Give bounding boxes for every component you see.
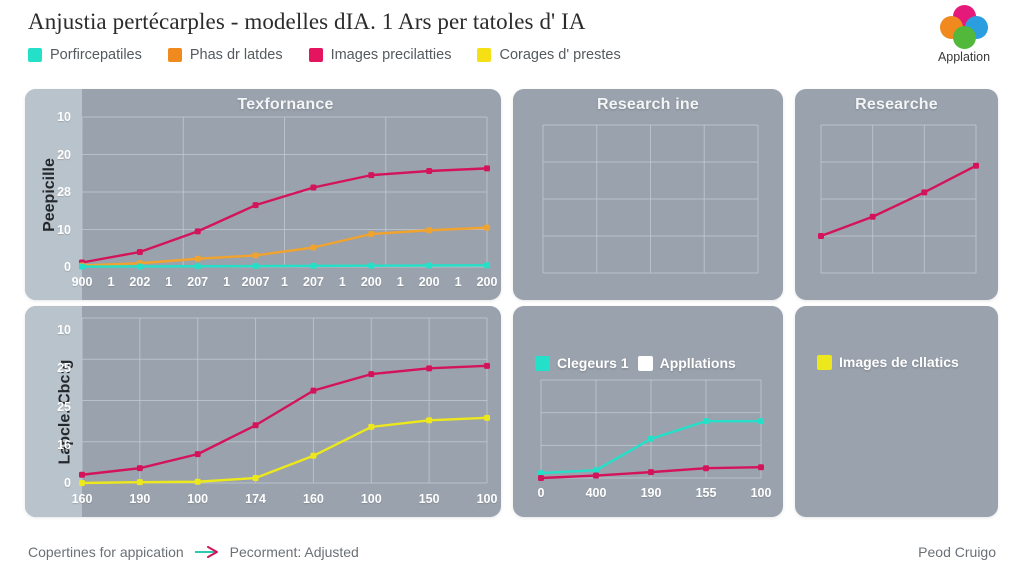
x-tick-label: 1	[165, 275, 173, 289]
x-tick-label: 1	[338, 275, 346, 289]
footer-status: Pecorment: Adjusted	[229, 544, 359, 560]
legend-item-0[interactable]: Porfircepatiles	[28, 47, 142, 63]
x-tick-label: 0	[537, 486, 545, 500]
x-tick-label: 150	[418, 492, 440, 506]
plot-area-4	[79, 317, 490, 486]
brand-name: Applation	[937, 50, 991, 64]
chart-panel-research-ine[interactable]: Research ine	[513, 89, 783, 300]
plot-area-5	[538, 379, 764, 481]
y-tick-label: 20	[57, 147, 71, 162]
x-tick-label: 155	[695, 486, 717, 500]
footer-left-group: Copertines for appication Pecorment: Adj…	[28, 544, 359, 560]
plot-area-1	[79, 116, 490, 270]
x-tick-label: 1	[454, 275, 462, 289]
y-tick-label: 25	[57, 399, 71, 414]
panel-title-3: Researche	[855, 96, 938, 113]
legend-label-3: Corages d' prestes	[499, 47, 621, 63]
legend-item-1[interactable]: Phas dr latdes	[167, 47, 283, 63]
legend-item-clegeurs[interactable]: Clegeurs 1	[535, 355, 629, 371]
x-tick-label: 100	[750, 486, 772, 500]
legend-swatch-icon-3	[477, 48, 492, 62]
legend-swatch-icon-clegeurs	[535, 355, 550, 371]
legend-swatch-icon-appllations	[637, 355, 653, 371]
legend-label-appllations: Appllations	[659, 355, 736, 371]
y-tick-label: 28	[57, 185, 71, 199]
y-tick-label: 10	[57, 323, 71, 337]
header: Anjustia pertécarples - modelles dIA. 1 …	[0, 0, 1024, 84]
y-tick-label: 25	[57, 361, 71, 376]
legend-label-0: Porfircepatiles	[50, 47, 142, 63]
x-tick-label: 100	[476, 492, 498, 506]
chart-panel-images-de-cllatics[interactable]: Images de cllatics	[795, 306, 998, 517]
x-tick-label: 2007	[241, 275, 270, 289]
legend-label-1: Phas dr latdes	[189, 47, 283, 63]
panel-5-legend: Clegeurs 1 Appllations	[535, 355, 736, 371]
x-tick-label: 200	[418, 275, 440, 289]
x-tick-label: 160	[302, 492, 324, 506]
brand-logo[interactable]: Applation	[922, 5, 1006, 64]
y-tick-label: 10	[57, 222, 71, 237]
x-tick-label: 200	[476, 275, 498, 289]
x-tick-label: 190	[129, 492, 151, 506]
panel-title-2: Research ine	[596, 96, 699, 113]
y-axis-ticks-4: 10 25 25 16 0	[37, 306, 71, 517]
legend-swatch-icon-1	[167, 48, 182, 62]
x-tick-label: 100	[360, 492, 382, 506]
footer: Copertines for appication Pecorment: Adj…	[0, 534, 1024, 576]
plot-area-2	[542, 124, 759, 274]
legend-item-images-de-cllatics[interactable]: Images de cllatics	[817, 354, 959, 370]
y-axis-ticks-1: 10 20 28 10 0	[37, 89, 71, 300]
x-tick-label: 207	[302, 275, 324, 289]
x-tick-label: 1	[281, 275, 288, 289]
axis-gutter	[25, 306, 82, 517]
chart-panel-researche[interactable]: Researche	[795, 89, 998, 300]
chart-panel-texfornance[interactable]: Texfornance Peepicille 10 20 28 10 0 900 1 202…	[25, 89, 501, 300]
x-tick-label: 1	[396, 275, 404, 289]
axis-gutter	[25, 89, 82, 300]
x-tick-label: 1	[107, 275, 115, 289]
legend-swatch-icon-0	[28, 48, 42, 62]
y-tick-label: 16	[57, 437, 71, 452]
legend-label-2: Images precilatties	[330, 47, 452, 63]
footer-attribution: Peod Cruigo	[918, 544, 996, 560]
x-tick-label: 1	[223, 275, 231, 289]
footer-caption: Copertines for appication	[28, 544, 184, 560]
y-tick-label: 10	[57, 110, 71, 124]
arrow-right-icon	[194, 546, 218, 558]
y-tick-label: 0	[64, 260, 71, 274]
plot-area-3	[818, 124, 979, 274]
legend-swatch-icon-images-de-cllatics	[817, 354, 832, 370]
x-tick-label: 200	[360, 275, 382, 289]
x-tick-label: 160	[71, 492, 93, 506]
page-title: Anjustia pertécarples - modelles dIA. 1 …	[28, 9, 586, 34]
panel-6-legend: Images de cllatics	[817, 354, 959, 370]
legend-item-2[interactable]: Images precilatties	[308, 47, 452, 63]
chart-panel-lapcle[interactable]: Lapcle. Cbc:g 10 25 25 16 0 160 190 100 174 160 1…	[25, 306, 501, 517]
panel-title-1: Texfornance	[237, 96, 334, 113]
legend-label-clegeurs: Clegeurs 1	[557, 355, 629, 371]
y-tick-label: 0	[64, 476, 71, 490]
flower-logo-icon	[937, 5, 991, 49]
x-tick-label: 202	[129, 275, 151, 289]
legend-label-images-de-cllatics: Images de cllatics	[839, 354, 959, 370]
legend-item-3[interactable]: Corages d' prestes	[477, 47, 621, 63]
x-tick-label: 190	[640, 486, 662, 500]
x-tick-label: 174	[245, 492, 266, 506]
x-tick-label: 100	[187, 492, 209, 506]
x-tick-label: 900	[71, 275, 93, 289]
legend-item-appllations[interactable]: Appllations	[637, 355, 736, 371]
legend-swatch-icon-2	[308, 48, 323, 62]
x-tick-label: 207	[187, 275, 209, 289]
main-legend: Porfircepatiles Phas dr latdes Images pr…	[28, 47, 621, 63]
chart-panel-clegeurs[interactable]: Clegeurs 1 Appllations 0 400 190 155 100	[513, 306, 783, 517]
x-tick-label: 400	[585, 486, 607, 500]
logo-petal-bottom-icon	[952, 26, 976, 49]
